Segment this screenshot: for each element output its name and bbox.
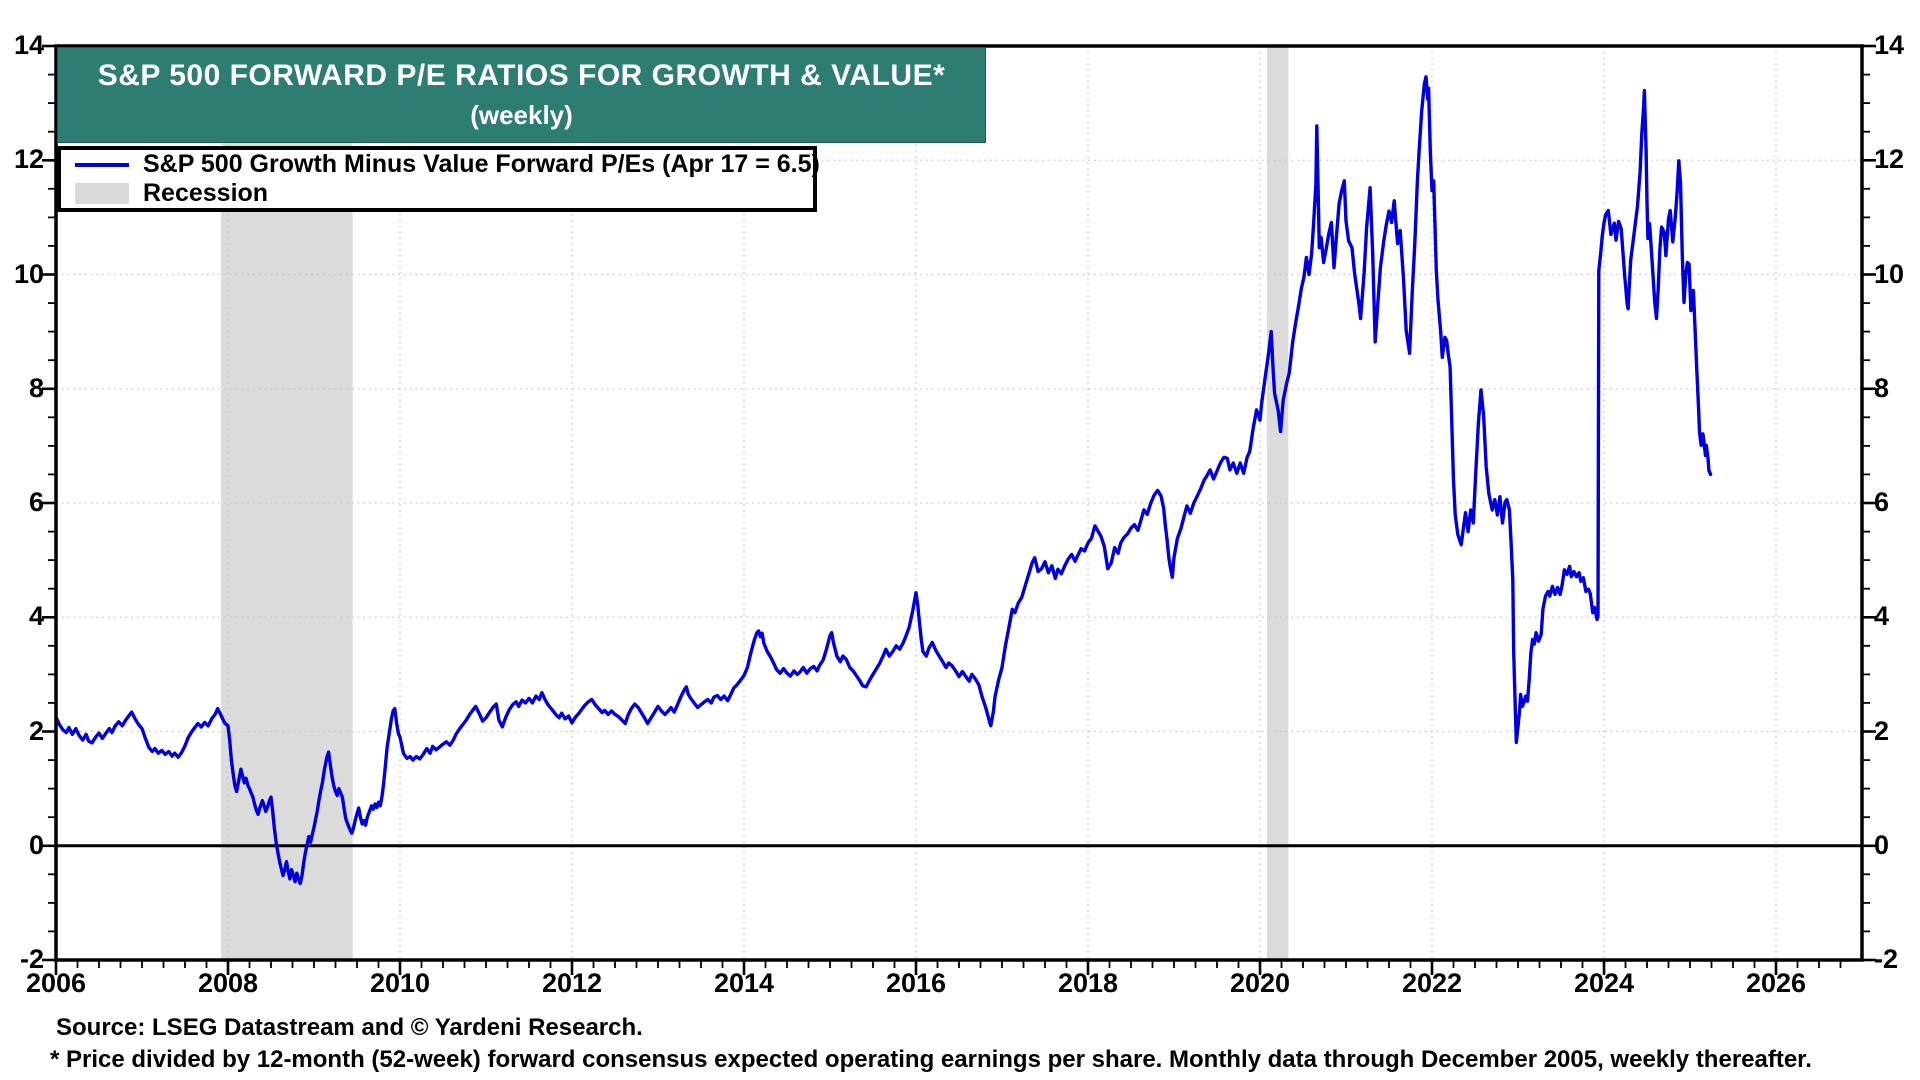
x-tick-label: 2010 [369,968,431,998]
y-tick-label: 0 [1874,829,1890,860]
footnote: * Price divided by 12-month (52-week) fo… [50,1046,1812,1073]
y-tick-label: 4 [1874,601,1890,632]
y-tick-label: 4 [28,601,44,632]
series-line-swatch-icon [75,162,129,167]
y-tick-label: 0 [28,829,44,860]
recession-band [1266,46,1289,960]
y-tick-label: 8 [28,372,44,403]
legend: S&P 500 Growth Minus Value Forward P/Es … [57,146,820,212]
y-tick-label: 10 [1874,258,1905,289]
growth-minus-value-line [54,75,1713,886]
source-credit: Source: LSEG Datastream and © Yardeni Re… [56,1014,643,1041]
x-tick-label: 2012 [541,968,603,998]
x-tick-label: 2024 [1573,968,1635,998]
x-tick-label: 2008 [197,968,259,998]
y-tick-label: 6 [28,486,44,517]
y-tick-label: -2 [19,943,44,974]
x-tick-label: 2016 [885,968,947,998]
recession-legend-label: Recession [143,179,269,207]
x-tick-label: 2006 [25,968,87,998]
x-tick-label: 2022 [1401,968,1463,998]
y-tick-label: -2 [1874,943,1899,974]
y-tick-label: 12 [1874,144,1905,175]
chart-title-box: S&P 500 FORWARD P/E RATIOS FOR GROWTH & … [57,47,986,143]
chart-subtitle: (weekly) [470,99,573,130]
y-tick-label: 14 [1874,29,1905,60]
y-tick-label: 14 [13,29,44,60]
legend-recession-row: Recession [75,179,813,208]
y-tick-label: 8 [1874,372,1890,403]
recession-swatch-icon [75,183,129,204]
y-tick-label: 12 [13,144,44,175]
x-tick-label: 2020 [1229,968,1291,998]
x-tick-label: 2018 [1057,968,1119,998]
x-tick-label: 2026 [1745,968,1807,998]
y-tick-label: 2 [1874,715,1890,746]
chart-title: S&P 500 FORWARD P/E RATIOS FOR GROWTH & … [97,59,946,93]
x-tick-label: 2014 [713,968,775,998]
legend-series-row: S&P 500 Growth Minus Value Forward P/Es … [75,150,820,179]
series-legend-label: S&P 500 Growth Minus Value Forward P/Es … [143,150,820,178]
y-tick-label: 10 [13,258,44,289]
y-tick-label: 6 [1874,486,1890,517]
y-tick-label: 2 [28,715,44,746]
